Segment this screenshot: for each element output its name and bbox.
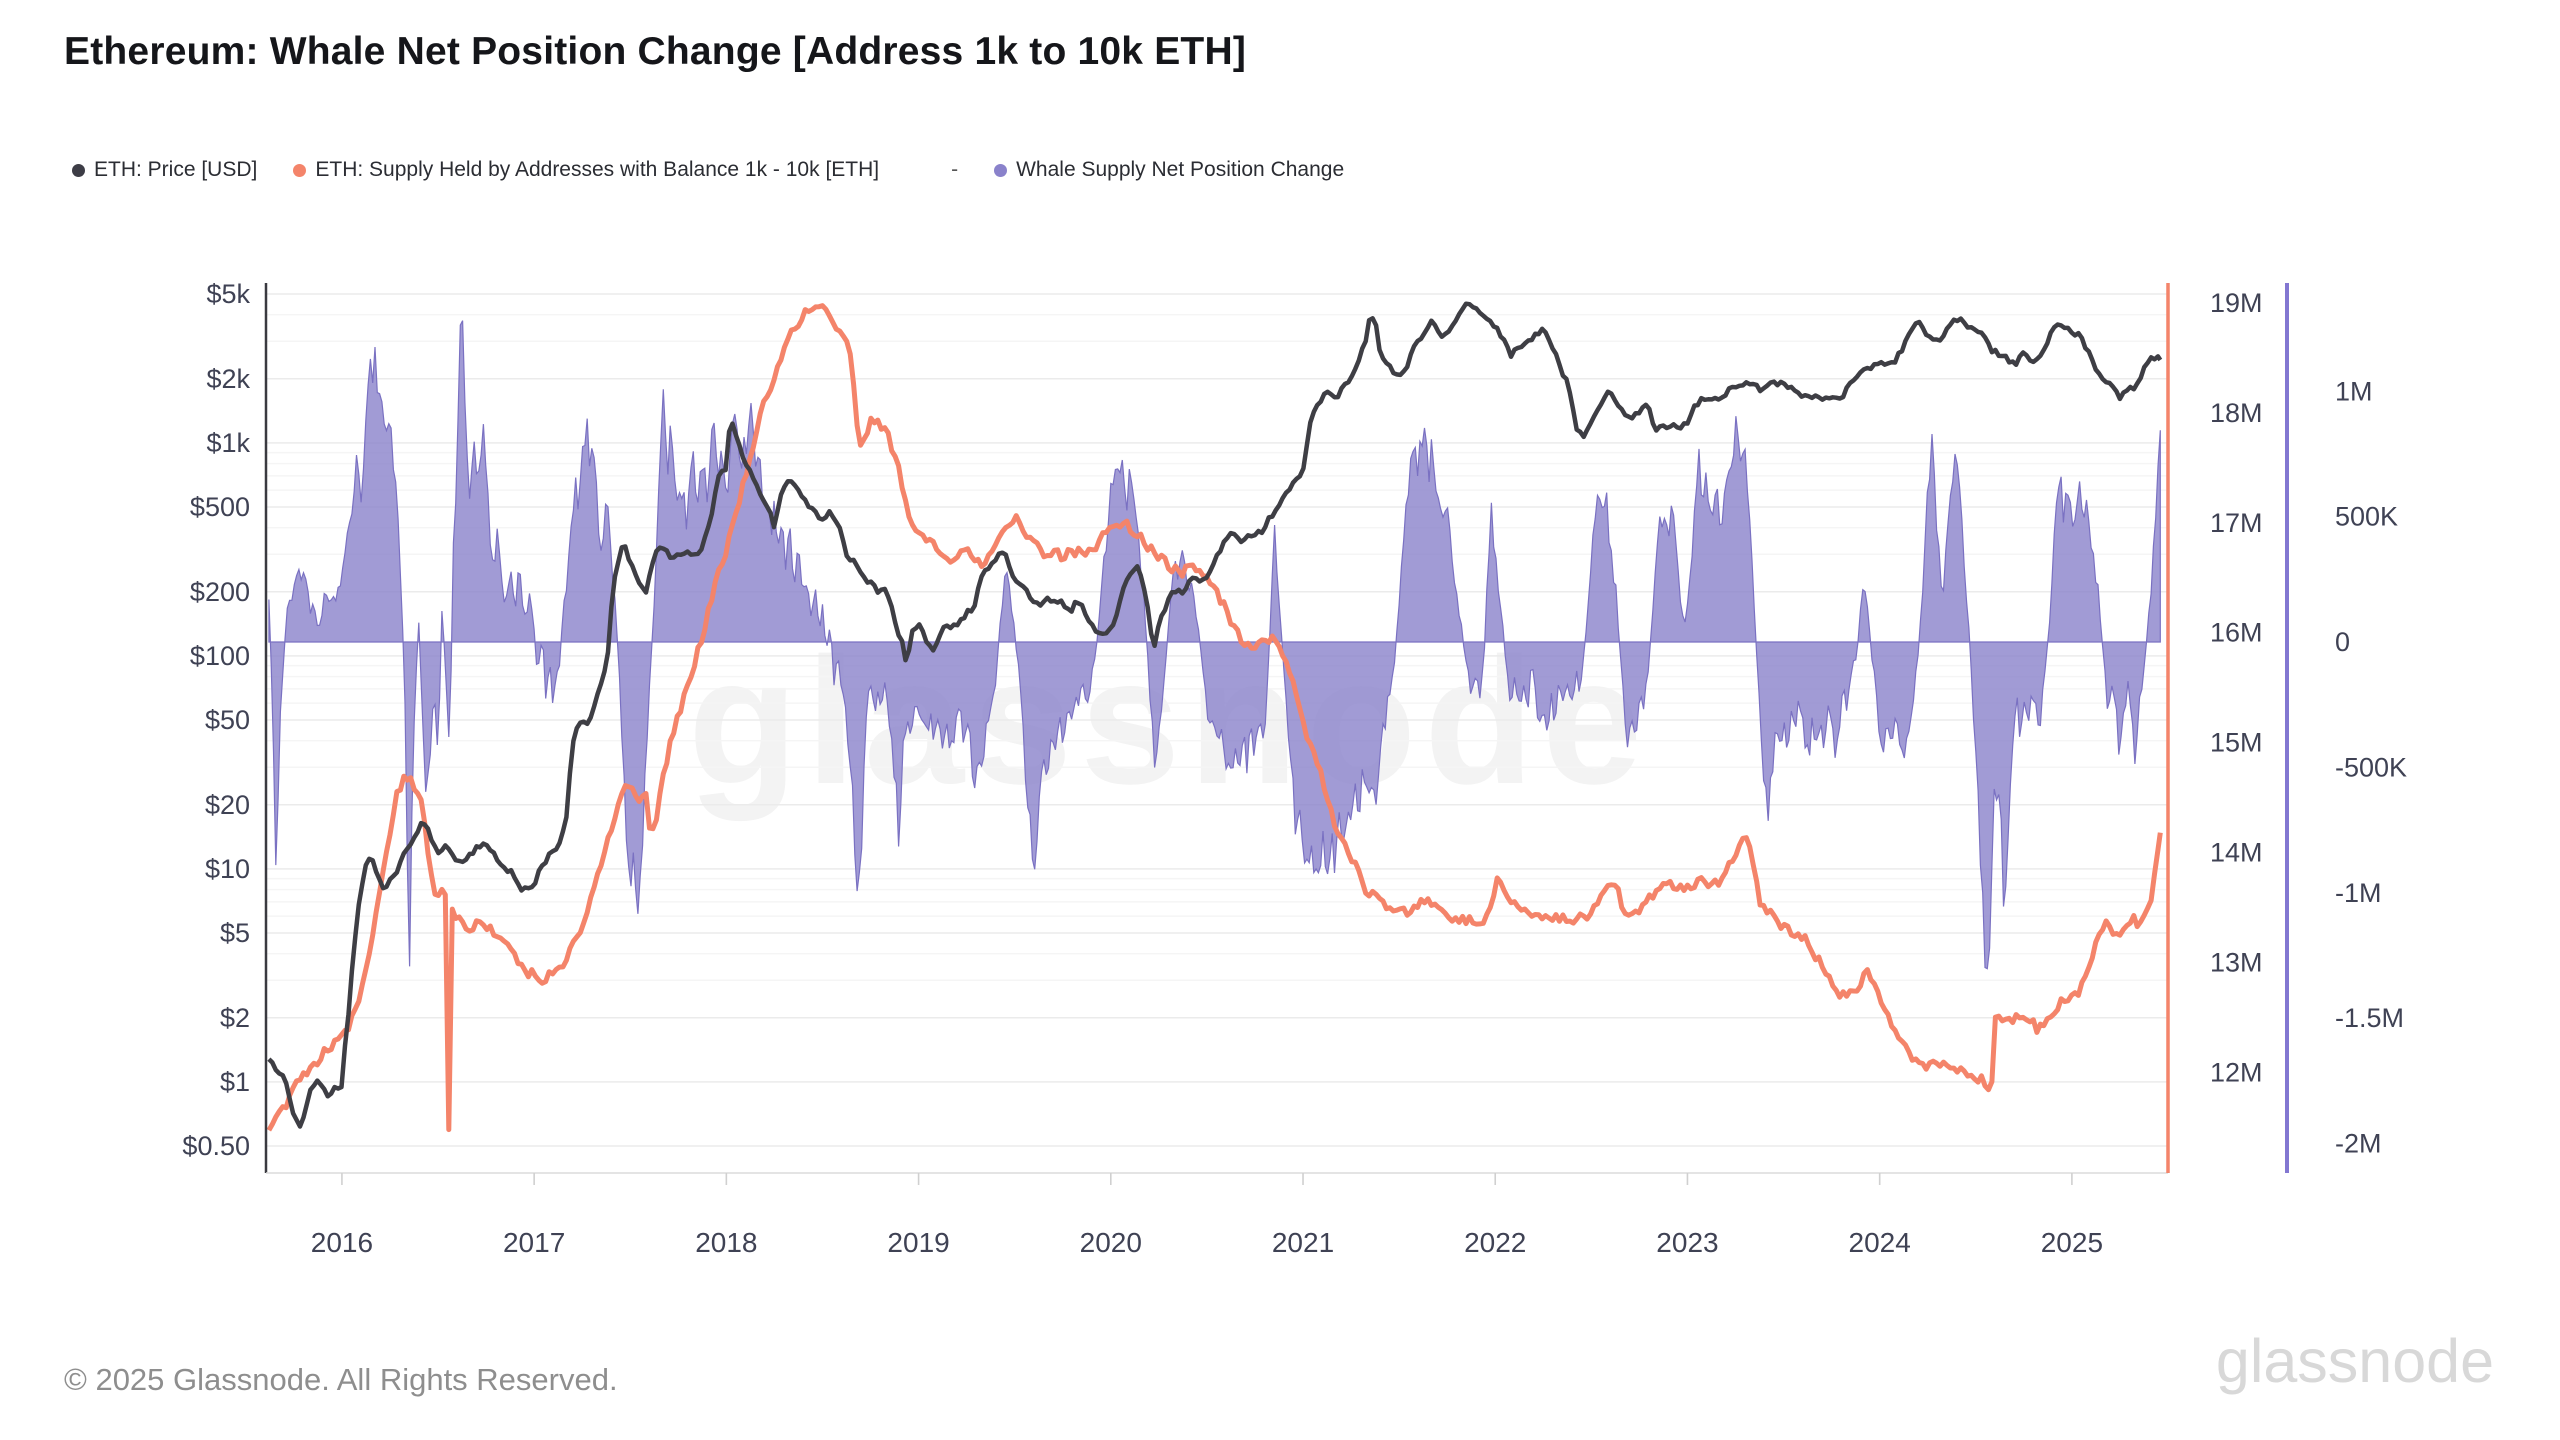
year-tick-label: 2022 bbox=[1464, 1227, 1526, 1258]
legend-item-3[interactable]: Whale Supply Net Position Change bbox=[994, 158, 1344, 182]
legend-item-1[interactable]: ETH: Price [USD] bbox=[72, 158, 257, 182]
supply-tick-label: 14M bbox=[2210, 838, 2263, 868]
series-layer bbox=[266, 301, 2163, 1133]
year-tick-label: 2017 bbox=[503, 1227, 565, 1258]
supply-held-line bbox=[266, 303, 2163, 1133]
supply-tick-label: 13M bbox=[2210, 947, 2263, 977]
legend-separator: - bbox=[951, 158, 959, 181]
price-tick-label: $1k bbox=[206, 428, 250, 458]
net-position-tick-label: 0 bbox=[2335, 627, 2350, 657]
price-tick-label: $200 bbox=[190, 577, 250, 607]
net-position-tick-label: -1.5M bbox=[2335, 1003, 2404, 1033]
price-tick-label: $50 bbox=[205, 705, 250, 735]
year-tick-label: 2018 bbox=[695, 1227, 757, 1258]
legend-item-2[interactable]: ETH: Supply Held by Addresses with Balan… bbox=[293, 158, 879, 182]
net-position-tick-label: -2M bbox=[2335, 1129, 2382, 1159]
supply-tick-label: 19M bbox=[2210, 288, 2263, 318]
price-tick-label: $2 bbox=[220, 1003, 250, 1033]
net-position-tick-label: -500K bbox=[2335, 752, 2407, 782]
price-tick-label: $1 bbox=[220, 1067, 250, 1097]
net-position-tick-label: 1M bbox=[2335, 376, 2373, 406]
page-title: Ethereum: Whale Net Position Change [Add… bbox=[64, 30, 1247, 73]
price-tick-label: $20 bbox=[205, 790, 250, 820]
copyright-text: © 2025 Glassnode. All Rights Reserved. bbox=[64, 1362, 618, 1397]
legend-dot-icon bbox=[994, 163, 1008, 177]
year-tick-label: 2020 bbox=[1080, 1227, 1142, 1258]
price-tick-label: $10 bbox=[205, 854, 250, 884]
year-tick-label: 2021 bbox=[1272, 1227, 1334, 1258]
price-tick-label: $0.50 bbox=[182, 1131, 250, 1161]
year-tick-label: 2024 bbox=[1849, 1227, 1911, 1258]
price-tick-label: $500 bbox=[190, 492, 250, 522]
supply-tick-label: 18M bbox=[2210, 398, 2263, 428]
legend-item-label: Whale Supply Net Position Change bbox=[1016, 158, 1345, 181]
supply-tick-label: 16M bbox=[2210, 618, 2263, 648]
price-tick-label: $2k bbox=[206, 364, 250, 394]
net-position-tick-label: -1M bbox=[2335, 878, 2382, 908]
net-position-tick-label: 500K bbox=[2335, 502, 2398, 532]
year-tick-label: 2025 bbox=[2041, 1227, 2103, 1258]
chart-legend: ETH: Price [USD] ETH: Supply Held by Addr… bbox=[72, 158, 1344, 182]
year-tick-label: 2023 bbox=[1656, 1227, 1718, 1258]
price-tick-label: $5 bbox=[220, 918, 250, 948]
glassnode-logo: glassnode bbox=[2215, 1327, 2494, 1395]
legend-dot-icon bbox=[293, 163, 307, 177]
supply-tick-label: 15M bbox=[2210, 728, 2263, 758]
supply-tick-label: 17M bbox=[2210, 508, 2263, 538]
price-tick-label: $5k bbox=[206, 279, 250, 309]
whale-net-position-area bbox=[268, 320, 2161, 970]
legend-item-label: ETH: Price [USD] bbox=[94, 158, 258, 181]
legend-item-label: ETH: Supply Held by Addresses with Balan… bbox=[315, 158, 880, 181]
legend-dot-icon bbox=[72, 163, 85, 177]
year-tick-label: 2016 bbox=[311, 1227, 373, 1258]
supply-tick-label: 12M bbox=[2210, 1057, 2263, 1087]
eth-price-line bbox=[267, 301, 2163, 1129]
price-tick-label: $100 bbox=[190, 641, 250, 671]
year-tick-label: 2019 bbox=[887, 1227, 949, 1258]
